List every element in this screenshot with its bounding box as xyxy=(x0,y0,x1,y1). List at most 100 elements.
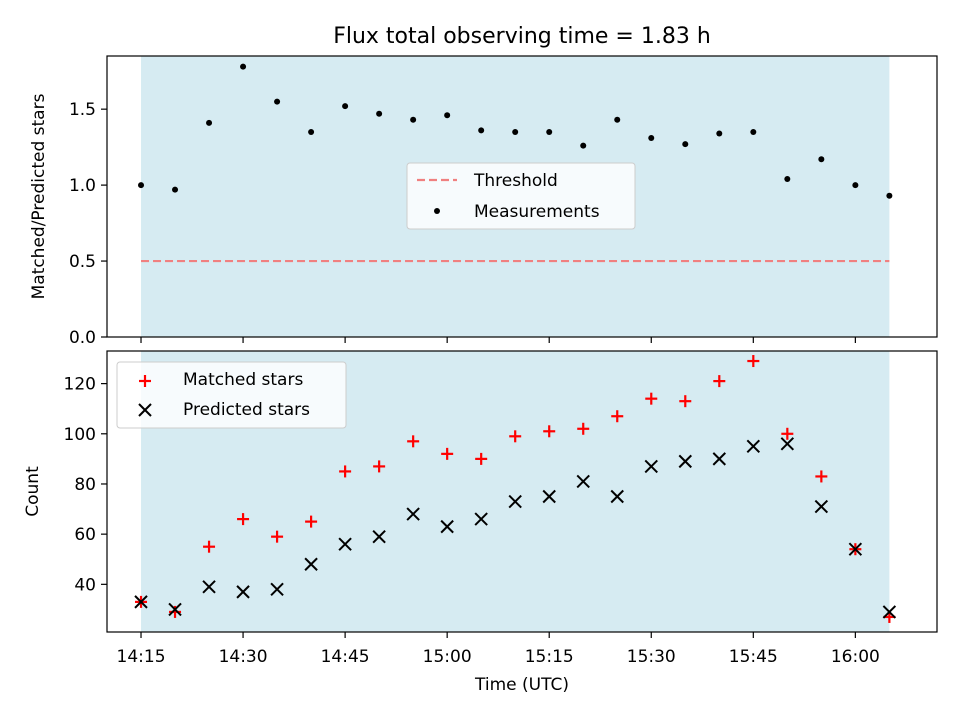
measurement-point xyxy=(750,128,757,135)
bottom-panel: 40 60 80 100 120 14:15 14:30 14:45 15:00 15:15 15… xyxy=(23,350,938,695)
y-tick-label: 1.5 xyxy=(69,100,96,120)
legend-threshold-label: Threshold xyxy=(473,171,558,191)
top-legend-box xyxy=(406,162,636,230)
matched-star-point xyxy=(373,460,386,473)
measurement-point xyxy=(886,192,893,199)
matched-star-point xyxy=(271,530,284,543)
predicted-marker-b xyxy=(780,437,795,451)
measurement-point xyxy=(580,142,587,149)
y-tick-label: 120 xyxy=(64,375,96,395)
predicted-marker-b xyxy=(304,557,318,571)
predicted-star-point xyxy=(168,602,182,617)
x-tick-label: 15:15 xyxy=(525,647,574,667)
predicted-star-point xyxy=(474,512,488,526)
matched-star-point xyxy=(747,355,760,368)
matched-star-point xyxy=(407,435,420,448)
predicted-marker-b xyxy=(236,585,250,599)
predicted-marker-b xyxy=(508,494,522,509)
predicted-star-point xyxy=(848,542,863,556)
predicted-star-point xyxy=(202,580,216,594)
matched-star-point xyxy=(509,430,522,443)
measurement-point xyxy=(376,110,383,117)
x-tick-label: 14:15 xyxy=(117,647,166,667)
matched-star-point xyxy=(679,395,692,408)
predicted-star-point xyxy=(746,439,761,454)
predicted-star-point xyxy=(780,437,795,451)
top-x-axis xyxy=(140,337,856,343)
predicted-star-point xyxy=(338,537,352,551)
matched-star-point xyxy=(441,447,454,460)
matched-star-point xyxy=(815,470,828,483)
predicted-marker-b xyxy=(474,512,488,526)
top-y-axis: 0.0 0.5 1.0 1.5 xyxy=(69,100,107,348)
legend-matched-swatch xyxy=(139,375,151,387)
predicted-star-point xyxy=(644,459,658,474)
measurement-point xyxy=(444,112,451,119)
predicted-star-point xyxy=(882,605,897,619)
predicted-star-point xyxy=(678,454,692,469)
matched-star-point xyxy=(339,465,352,478)
measurement-point xyxy=(240,63,247,70)
predicted-star-point xyxy=(406,507,420,521)
top-panel: 0.0 0.5 1.0 1.5 Matched/Predicted stars Thr… xyxy=(29,55,938,348)
y-tick-label: 0.0 xyxy=(69,328,96,348)
measurement-point xyxy=(648,135,655,142)
predicted-star-point xyxy=(576,474,590,489)
predicted-star-point xyxy=(372,529,386,544)
predicted-marker-b xyxy=(372,529,386,544)
x-tick-label: 14:45 xyxy=(321,647,370,667)
chart-title: Flux total observing time = 1.83 h xyxy=(333,24,711,49)
y-tick-label: 0.5 xyxy=(69,252,96,272)
y-tick-label: 40 xyxy=(74,575,96,595)
predicted-marker-b xyxy=(610,489,624,504)
measurement-point xyxy=(512,128,519,135)
measurement-point xyxy=(614,116,621,123)
measurement-point xyxy=(410,116,417,123)
predicted-star-point xyxy=(814,499,829,514)
predicted-marker-b xyxy=(746,439,761,454)
predicted-marker-b xyxy=(882,605,897,619)
bottom-y-axis: 40 60 80 100 120 xyxy=(64,375,107,595)
measurement-point xyxy=(546,128,553,135)
measurement-point xyxy=(682,141,689,148)
matched-star-point xyxy=(305,515,318,528)
predicted-star-point xyxy=(304,557,318,571)
legend-measurements-swatch xyxy=(434,208,440,214)
predicted-marker-b xyxy=(848,542,863,556)
predicted-marker-b xyxy=(814,499,829,514)
measurement-point xyxy=(716,130,723,137)
matched-star-point xyxy=(577,422,590,435)
predicted-marker-b xyxy=(542,489,556,504)
predicted-marker-b xyxy=(168,602,182,617)
predicted-star-point xyxy=(542,489,556,504)
matched-star-point xyxy=(645,392,658,405)
top-axes-frame xyxy=(106,55,938,338)
y-tick-label: 1.0 xyxy=(69,176,96,196)
matched-star-point xyxy=(203,540,216,553)
predicted-marker-b xyxy=(712,452,727,466)
predicted-marker-b xyxy=(338,537,352,551)
top-y-axis-label: Matched/Predicted stars xyxy=(29,93,49,299)
matched-star-point xyxy=(237,513,250,526)
predicted-star-point xyxy=(508,494,522,509)
matched-star-point xyxy=(475,452,488,465)
measurement-point xyxy=(478,127,485,134)
predicted-marker-b xyxy=(440,519,454,534)
legend-predicted-swatch xyxy=(138,403,152,417)
measurement-point xyxy=(274,98,281,105)
legend-matched-label: Matched stars xyxy=(183,370,303,390)
bottom-series-layer xyxy=(134,355,897,623)
y-tick-label: 100 xyxy=(64,425,96,445)
predicted-marker-b xyxy=(134,595,148,609)
bottom-legend: Matched stars Predicted stars xyxy=(116,361,347,429)
top-series-layer xyxy=(138,63,893,263)
measurement-point xyxy=(818,156,825,163)
x-tick-label: 15:00 xyxy=(423,647,472,667)
bottom-y-axis-label: Count xyxy=(23,466,43,517)
measurement-point xyxy=(852,182,859,189)
predicted-marker-b xyxy=(576,474,590,489)
predicted-star-point xyxy=(440,519,454,534)
matched-star-point xyxy=(781,427,794,440)
bottom-x-axis: 14:15 14:30 14:45 15:00 15:15 15:30 15:45 16:00 xyxy=(117,632,880,667)
